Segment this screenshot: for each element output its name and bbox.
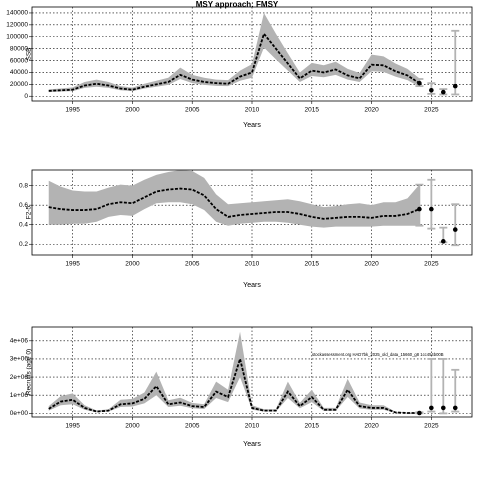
forecast-point <box>452 405 458 411</box>
forecast-point <box>417 410 422 416</box>
y-axis-label: SSB <box>26 47 33 60</box>
x-axis-label: Years <box>243 122 261 129</box>
x-tick-label: 2020 <box>364 107 379 114</box>
x-tick-label: 1995 <box>65 423 80 430</box>
estimate-line <box>48 187 420 220</box>
x-tick-label: 2000 <box>125 107 140 114</box>
y-tick-label: 3e+06 <box>10 356 29 363</box>
x-axis-label: Years <box>243 282 261 289</box>
y-tick-label: 40000 <box>10 69 28 76</box>
y-tick-label: 60000 <box>10 57 28 64</box>
y-tick-label: 140000 <box>6 10 28 17</box>
annotation: stockassessment.org HAD7bk_2025_old_data… <box>312 352 444 357</box>
forecast-point <box>441 405 446 411</box>
plot-frame <box>31 169 473 256</box>
forecast-point <box>417 206 422 212</box>
x-tick-label: 2005 <box>185 423 200 430</box>
chart-title: MSY approach: FMSY <box>196 0 279 9</box>
x-tick-label: 2010 <box>245 261 260 268</box>
y-tick-label: 100000 <box>6 33 28 40</box>
forecast-interval <box>451 368 460 413</box>
x-tick-label: 2005 <box>185 107 200 114</box>
x-tick-label: 2020 <box>364 261 379 268</box>
confidence-band <box>48 170 420 228</box>
forecast-interval <box>439 358 448 415</box>
estimate-line <box>48 31 420 92</box>
x-tick-label: 2010 <box>245 107 260 114</box>
x-tick-label: 1995 <box>65 107 80 114</box>
y-axis-label: F2-5 <box>26 205 33 219</box>
x-tick-label: 1995 <box>65 261 80 268</box>
y-tick-label: 1e+06 <box>10 392 29 399</box>
x-axis-label: Years <box>243 441 261 448</box>
forecast-point <box>417 80 422 86</box>
forecast-interval <box>427 178 436 230</box>
y-tick-label: 0.6 <box>19 202 28 209</box>
x-tick-label: 2020 <box>364 423 379 430</box>
y-tick-label: 0e+00 <box>10 410 29 417</box>
y-tick-label: 80000 <box>10 45 28 52</box>
confidence-band <box>48 331 420 414</box>
forecast-point <box>429 87 434 93</box>
x-tick-label: 2000 <box>125 423 140 430</box>
x-tick-label: 2025 <box>424 107 439 114</box>
x-tick-label: 2005 <box>185 261 200 268</box>
y-axis-label: Recruits (age 0) <box>26 349 33 395</box>
forecast-point <box>429 206 434 212</box>
y-tick-label: 4e+06 <box>10 338 29 345</box>
forecast-point <box>452 227 458 232</box>
x-tick-label: 2015 <box>305 107 320 114</box>
x-tick-label: 2025 <box>424 423 439 430</box>
forecast-point <box>441 89 446 95</box>
estimate-line <box>48 355 420 414</box>
y-tick-label: 0.8 <box>19 182 28 189</box>
forecast-point <box>452 83 458 89</box>
plot-frame <box>31 6 473 102</box>
y-tick-label: 0.2 <box>19 241 28 248</box>
x-tick-label: 2015 <box>305 423 320 430</box>
y-tick-label: 2e+06 <box>10 374 29 381</box>
forecast-point <box>441 239 446 244</box>
y-tick-label: 0.4 <box>19 221 28 228</box>
forecast-interval <box>451 203 460 247</box>
x-tick-label: 2000 <box>125 261 140 268</box>
forecast-interval <box>427 358 436 413</box>
y-tick-label: 20000 <box>10 81 28 88</box>
forecast-point <box>429 405 434 411</box>
x-tick-label: 2015 <box>305 261 320 268</box>
forecast-interval <box>415 183 424 227</box>
x-tick-label: 2010 <box>245 423 260 430</box>
x-tick-label: 2025 <box>424 261 439 268</box>
y-tick-label: 0 <box>24 93 28 100</box>
plot-frame <box>31 326 473 418</box>
y-tick-label: 120000 <box>6 22 28 29</box>
